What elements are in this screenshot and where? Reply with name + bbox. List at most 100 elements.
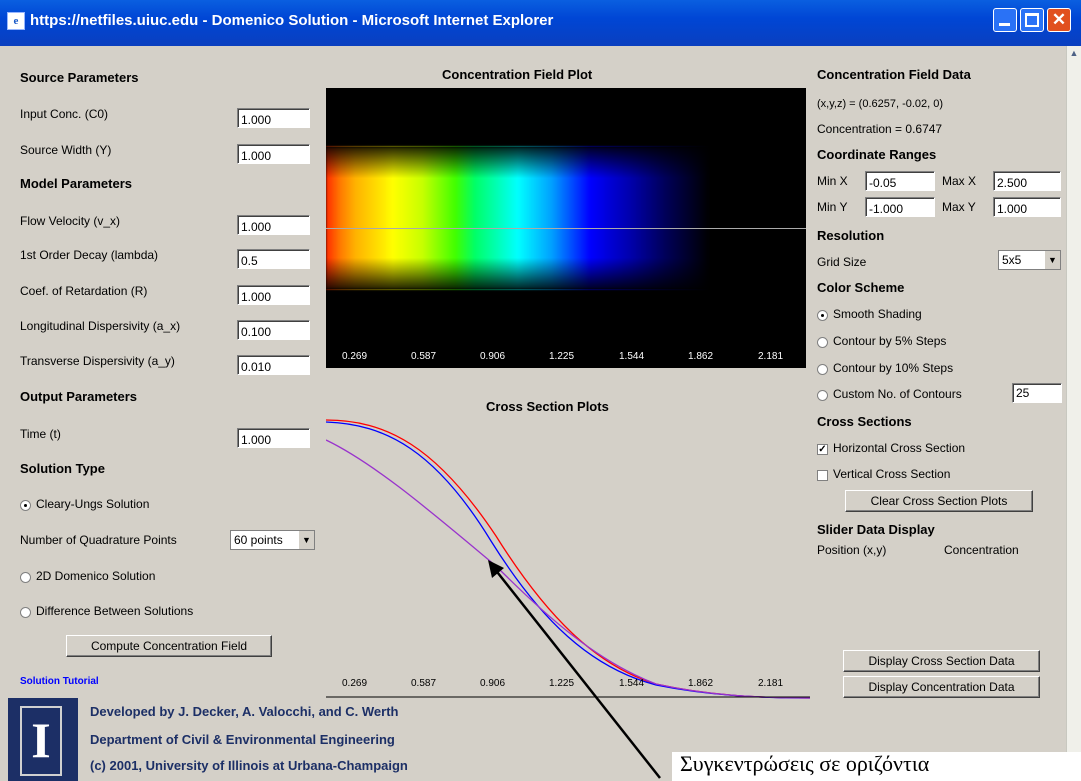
coordinate-ranges-heading: Coordinate Ranges (817, 147, 937, 162)
horizontal-slider-line[interactable] (326, 228, 806, 229)
clear-cross-button[interactable]: Clear Cross Section Plots (845, 490, 1033, 512)
horizontal-cross-label[interactable]: Horizontal Cross Section (833, 441, 966, 455)
field-data-concentration: Concentration = 0.6747 (817, 122, 943, 136)
cross-series-3 (326, 439, 810, 699)
trans-dispersivity-field[interactable]: 0.010 (237, 355, 310, 375)
slider-display-heading: Slider Data Display (817, 522, 935, 537)
long-dispersivity-label: Longitudinal Dispersivity (a_x) (20, 319, 181, 333)
contour10-label[interactable]: Contour by 10% Steps (833, 361, 954, 375)
smooth-shading-radio[interactable] (817, 310, 828, 321)
maximize-icon (1025, 13, 1039, 27)
vertical-scrollbar[interactable]: ▲ (1066, 46, 1081, 781)
cross-tick-label: 1.544 (619, 678, 645, 689)
window-title: https://netfiles.uiuc.edu - Domenico Sol… (30, 12, 554, 29)
slider-concentration-label: Concentration (944, 543, 1019, 557)
vertical-cross-checkbox[interactable] (817, 470, 828, 481)
cross-tick-label: 1.225 (549, 678, 575, 689)
close-button[interactable]: ✕ (1047, 8, 1071, 32)
plume-edge-fade (326, 147, 806, 289)
vertical-cross-label[interactable]: Vertical Cross Section (833, 467, 951, 481)
difference-label[interactable]: Difference Between Solutions (36, 604, 194, 618)
chevron-down-icon[interactable]: ▼ (1044, 251, 1060, 269)
field-data-heading: Concentration Field Data (817, 67, 971, 82)
trans-dispersivity-label: Transverse Dispersivity (a_y) (20, 354, 175, 368)
min-y-label: Min Y (817, 200, 848, 214)
contour5-label[interactable]: Contour by 5% Steps (833, 334, 947, 348)
cross-tick-label: 1.862 (688, 678, 714, 689)
flow-velocity-label: Flow Velocity (v_x) (20, 214, 121, 228)
custom-contours-label[interactable]: Custom No. of Contours (833, 387, 962, 401)
input-conc-label: Input Conc. (C0) (20, 107, 109, 121)
logo-letter: I (20, 706, 62, 776)
field-tick-label: 0.906 (480, 351, 506, 362)
cross-tick-label: 0.906 (480, 678, 506, 689)
long-dispersivity-field[interactable]: 0.100 (237, 320, 310, 340)
window-titlebar[interactable] (0, 0, 1081, 46)
input-conc-field[interactable]: 1.000 (237, 108, 310, 128)
chevron-down-icon[interactable]: ▼ (298, 531, 314, 549)
field-tick-label: 1.544 (619, 351, 645, 362)
custom-contours-field[interactable]: 25 (1012, 383, 1062, 403)
smooth-shading-label[interactable]: Smooth Shading (833, 307, 922, 321)
quadrature-label: Number of Quadrature Points (20, 533, 177, 547)
flow-velocity-field[interactable]: 1.000 (237, 215, 310, 235)
field-plot-title: Concentration Field Plot (442, 67, 593, 82)
max-y-field[interactable]: 1.000 (993, 197, 1061, 217)
grid-size-label: Grid Size (817, 255, 867, 269)
contour5-radio[interactable] (817, 337, 828, 348)
cross-tick-label: 2.181 (758, 678, 784, 689)
domenico-label[interactable]: 2D Domenico Solution (36, 569, 156, 583)
color-scheme-heading: Color Scheme (817, 280, 905, 295)
retardation-field[interactable]: 1.000 (237, 285, 310, 305)
cross-sections-heading: Cross Sections (817, 414, 912, 429)
minimize-button[interactable] (993, 8, 1017, 32)
custom-contours-radio[interactable] (817, 390, 828, 401)
scroll-up-icon[interactable]: ▲ (1069, 48, 1079, 58)
credits-line-1: Developed by J. Decker, A. Valocchi, and… (90, 704, 399, 719)
contour10-radio[interactable] (817, 364, 828, 375)
source-width-label: Source Width (Y) (20, 143, 112, 157)
cleary-ungs-label[interactable]: Cleary-Ungs Solution (36, 497, 150, 511)
credits-line-3: (c) 2001, University of Illinois at Urba… (90, 758, 408, 773)
compute-button[interactable]: Compute Concentration Field (66, 635, 272, 657)
model-params-heading: Model Parameters (20, 176, 132, 191)
concentration-field-plot[interactable]: 0.269 0.587 0.906 1.225 1.544 1.862 2.18… (326, 88, 806, 368)
cross-tick-label: 0.269 (342, 678, 368, 689)
min-x-field[interactable]: -0.05 (865, 171, 935, 191)
difference-radio[interactable] (20, 607, 31, 618)
ie-page-icon: e (7, 12, 25, 30)
uiuc-logo: I (8, 698, 78, 781)
display-cross-data-button[interactable]: Display Cross Section Data (843, 650, 1040, 672)
close-icon: ✕ (1051, 10, 1067, 29)
field-tick-label: 1.225 (549, 351, 575, 362)
grid-size-select[interactable]: 5x5 ▼ (998, 250, 1061, 270)
applet-area: Source Parameters Input Conc. (C0) 1.000… (0, 46, 1066, 781)
cleary-ungs-radio[interactable] (20, 500, 31, 511)
min-y-field[interactable]: -1.000 (865, 197, 935, 217)
field-data-coords: (x,y,z) = (0.6257, -0.02, 0) (817, 98, 944, 110)
field-tick-label: 1.862 (688, 351, 714, 362)
horizontal-cross-checkbox[interactable]: ✓ (817, 444, 828, 455)
cross-section-plot[interactable] (326, 416, 810, 701)
quadrature-select[interactable]: 60 points ▼ (230, 530, 315, 550)
field-tick-label: 2.181 (758, 351, 784, 362)
max-x-field[interactable]: 2.500 (993, 171, 1061, 191)
domenico-radio[interactable] (20, 572, 31, 583)
cross-plot-title: Cross Section Plots (486, 399, 609, 414)
min-x-label: Min X (817, 174, 848, 188)
source-params-heading: Source Parameters (20, 70, 139, 85)
source-width-field[interactable]: 1.000 (237, 144, 310, 164)
annotation-text: Συγκεντρώσεις σε οριζόντια (680, 751, 930, 776)
resolution-heading: Resolution (817, 228, 885, 243)
decay-field[interactable]: 0.5 (237, 249, 310, 269)
credits-line-2: Department of Civil & Environmental Engi… (90, 732, 395, 747)
annotation-box (672, 752, 1081, 781)
cross-tick-label: 0.587 (411, 678, 437, 689)
solution-type-heading: Solution Type (20, 461, 105, 476)
time-field[interactable]: 1.000 (237, 428, 310, 448)
display-conc-data-button[interactable]: Display Concentration Data (843, 676, 1040, 698)
tutorial-link[interactable]: Solution Tutorial (20, 676, 99, 687)
decay-label: 1st Order Decay (lambda) (20, 248, 159, 262)
maximize-button[interactable] (1020, 8, 1044, 32)
minimize-icon (999, 23, 1010, 26)
